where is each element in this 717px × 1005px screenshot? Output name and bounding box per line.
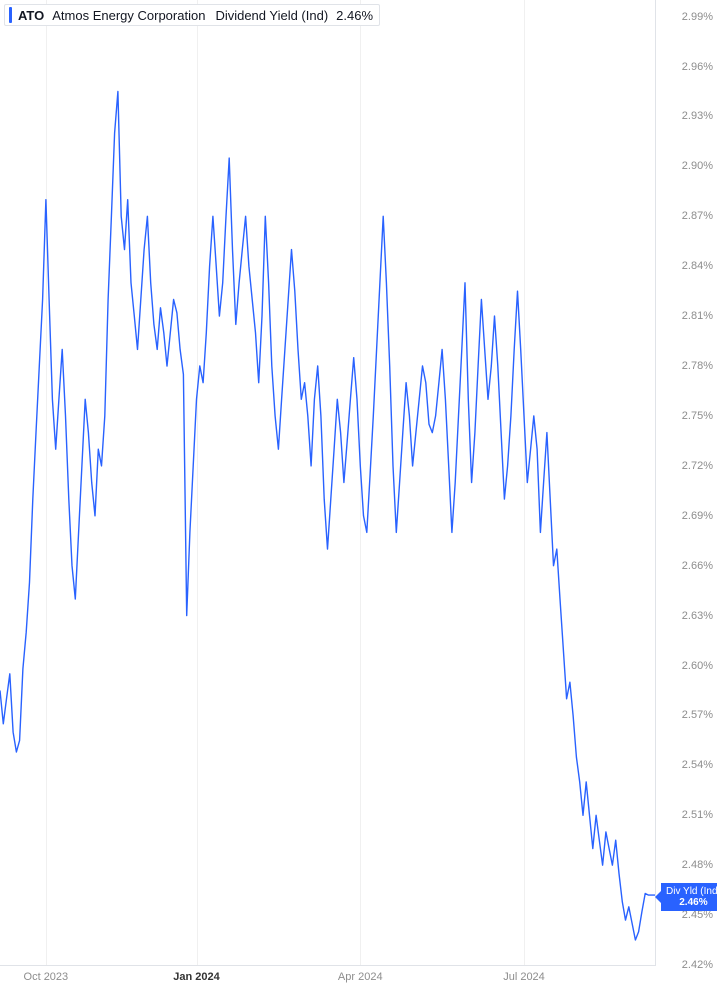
y-tick-label: 2.54%: [682, 759, 713, 771]
metric-name: Dividend Yield (Ind): [215, 8, 328, 23]
ticker-symbol: ATO: [18, 8, 44, 23]
y-tick-label: 2.90%: [682, 160, 713, 172]
current-value-badge: Div Yld (Ind) 2.46%: [661, 883, 717, 911]
y-tick-label: 2.48%: [682, 859, 713, 871]
y-tick-label: 2.99%: [682, 11, 713, 23]
badge-value: 2.46%: [666, 897, 717, 908]
chart-header: ATO Atmos Energy Corporation Dividend Yi…: [4, 4, 380, 26]
y-tick-label: 2.66%: [682, 560, 713, 572]
y-tick-label: 2.57%: [682, 709, 713, 721]
y-tick-label: 2.87%: [682, 210, 713, 222]
y-tick-label: 2.78%: [682, 360, 713, 372]
y-tick-label: 2.93%: [682, 110, 713, 122]
chart-container: ATO Atmos Energy Corporation Dividend Yi…: [0, 0, 717, 1005]
y-tick-label: 2.96%: [682, 61, 713, 73]
y-axis: 2.42%2.45%2.48%2.51%2.54%2.57%2.60%2.63%…: [657, 0, 717, 965]
x-tick-label: Jan 2024: [173, 971, 219, 983]
metric-value: 2.46%: [336, 8, 373, 23]
x-tick-label: Jul 2024: [503, 971, 545, 983]
y-tick-label: 2.75%: [682, 410, 713, 422]
x-tick-label: Oct 2023: [24, 971, 69, 983]
y-tick-label: 2.72%: [682, 460, 713, 472]
x-tick-label: Apr 2024: [338, 971, 383, 983]
y-tick-label: 2.42%: [682, 959, 713, 971]
y-tick-label: 2.51%: [682, 809, 713, 821]
badge-label: Div Yld (Ind): [666, 886, 717, 897]
y-tick-label: 2.63%: [682, 610, 713, 622]
y-tick-label: 2.69%: [682, 510, 713, 522]
ticker-accent-bar: [9, 7, 12, 23]
company-name: Atmos Energy Corporation: [52, 8, 205, 23]
chart-plot-area[interactable]: [0, 0, 656, 966]
line-series: [0, 0, 655, 965]
y-tick-label: 2.60%: [682, 660, 713, 672]
y-tick-label: 2.84%: [682, 260, 713, 272]
x-axis: Oct 2023 Jan 2024 Apr 2024 Jul 2024: [0, 965, 655, 1005]
y-tick-label: 2.81%: [682, 310, 713, 322]
